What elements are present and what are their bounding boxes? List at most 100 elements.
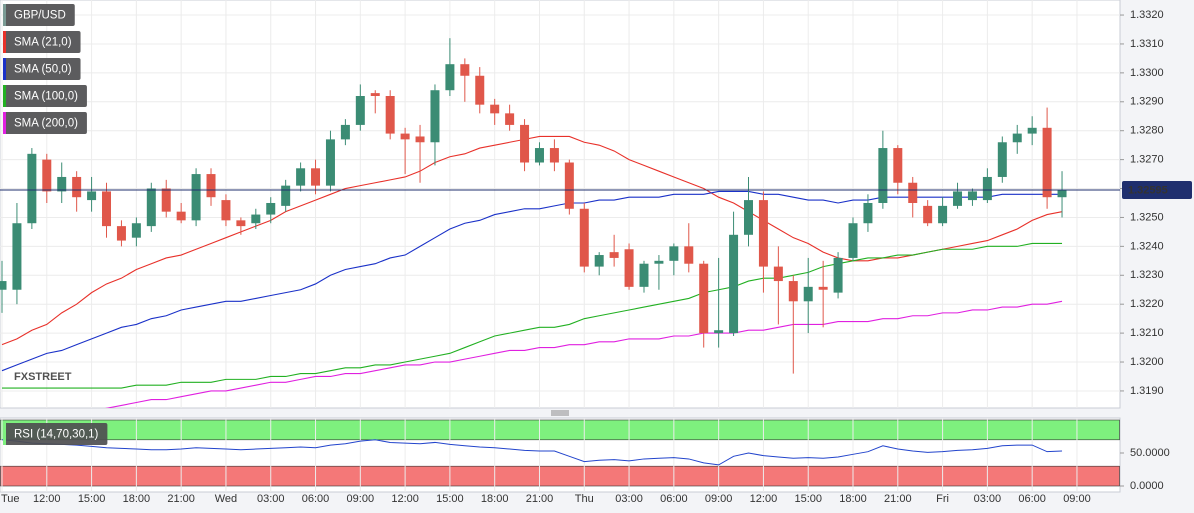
y-tick-label: 1.3240 — [1130, 240, 1164, 252]
x-tick-label: 15:00 — [78, 493, 106, 505]
panel-resize-handle[interactable] — [551, 410, 569, 416]
y-tick-label: 1.3320 — [1130, 9, 1164, 21]
x-tick-label: Thu — [575, 493, 594, 505]
legend-label[interactable]: RSI (14,70,30,1) — [14, 429, 99, 441]
last-price-label: 1.32595 — [1128, 184, 1168, 196]
x-tick-label: 06:00 — [1018, 493, 1046, 505]
candle-body — [1027, 127, 1037, 134]
legend-box[interactable] — [3, 85, 87, 107]
candle-body — [325, 139, 335, 186]
x-tick-label: 06:00 — [302, 493, 330, 505]
legend-item[interactable]: SMA (21,0) — [3, 31, 81, 53]
rsi-line — [1, 439, 1063, 466]
candle-body — [355, 96, 365, 125]
rsi-y-tick-label: 50.0000 — [1130, 447, 1170, 459]
candle-body — [415, 136, 425, 143]
candle-body — [1042, 127, 1052, 198]
legend-label[interactable]: GBP/USD — [14, 10, 66, 22]
legend-item[interactable]: SMA (100,0) — [3, 85, 87, 107]
candle-body — [236, 220, 246, 227]
legend-box[interactable] — [3, 58, 81, 80]
main-plot — [0, 38, 1067, 408]
candle-body — [624, 249, 634, 287]
legend-swatch[interactable] — [3, 31, 6, 53]
candle-body — [953, 191, 963, 206]
main-panel — [0, 0, 1121, 409]
rsi-overbought-zone — [0, 419, 1120, 441]
x-tick-label: 18:00 — [481, 493, 509, 505]
candle-body — [967, 191, 977, 201]
candle-body — [788, 281, 798, 302]
candle-body — [997, 142, 1007, 177]
candle-body — [27, 153, 37, 224]
candle-body — [699, 263, 709, 334]
legend-label[interactable]: SMA (100,0) — [14, 91, 78, 103]
rsi-legend[interactable]: RSI (14,70,30,1) — [3, 423, 108, 445]
candle-body — [669, 246, 679, 261]
legend-item[interactable]: SMA (200,0) — [3, 112, 87, 134]
y-tick-label: 1.3310 — [1130, 38, 1164, 50]
candle-body — [773, 266, 783, 282]
y-tick-label: 1.3270 — [1130, 154, 1164, 166]
candle-body — [57, 176, 67, 192]
watermark: FX — [14, 371, 29, 383]
candle-body — [490, 104, 500, 114]
x-tick-label: 18:00 — [839, 493, 867, 505]
candle-body — [818, 286, 828, 290]
candle-body — [340, 124, 350, 140]
candle-body — [102, 191, 112, 227]
x-tick-label: 21:00 — [167, 493, 195, 505]
x-tick-label: 12:00 — [391, 493, 419, 505]
candle-body — [982, 176, 992, 201]
legend-item[interactable]: SMA (50,0) — [3, 58, 81, 80]
legend-label[interactable]: SMA (50,0) — [14, 64, 72, 76]
y-tick-label: 1.3290 — [1130, 96, 1164, 108]
legend-box[interactable] — [3, 423, 108, 445]
y-tick-label: 1.3210 — [1130, 327, 1164, 339]
x-tick-label: 03:00 — [615, 493, 643, 505]
legend-label[interactable]: SMA (21,0) — [14, 37, 72, 49]
legend-label[interactable]: SMA (200,0) — [14, 118, 78, 130]
watermark: STREET — [28, 371, 72, 383]
y-tick-label: 1.3250 — [1130, 211, 1164, 223]
rsi-y-tick-label: 0.0000 — [1130, 480, 1164, 492]
candle-body — [579, 208, 589, 267]
legend-box[interactable] — [3, 4, 75, 26]
legend-swatch[interactable] — [3, 4, 6, 26]
candle-body — [475, 75, 485, 105]
x-tick-label: 06:00 — [660, 493, 688, 505]
legend-swatch[interactable] — [3, 423, 6, 445]
candle-body — [116, 226, 126, 241]
candle-body — [221, 200, 231, 221]
x-tick-label: 15:00 — [794, 493, 822, 505]
candle-body — [848, 223, 858, 258]
candle-body — [445, 64, 455, 91]
candle-body — [430, 90, 440, 143]
candle-body — [42, 159, 52, 192]
legend-swatch[interactable] — [3, 58, 6, 80]
y-tick-label: 1.3300 — [1130, 67, 1164, 79]
x-tick-label: Fri — [936, 493, 949, 505]
legend-box[interactable] — [3, 31, 81, 53]
candle-body — [12, 223, 22, 290]
x-tick-label: 15:00 — [436, 493, 464, 505]
legend-item[interactable]: GBP/USD — [3, 4, 75, 26]
legend-swatch[interactable] — [3, 85, 6, 107]
candle-body — [266, 202, 276, 215]
x-tick-label: 09:00 — [705, 493, 733, 505]
candle-body — [684, 246, 694, 264]
y-tick-label: 1.3220 — [1130, 298, 1164, 310]
legend-box[interactable] — [3, 112, 87, 134]
candle-body — [131, 223, 141, 238]
candle-body — [385, 96, 395, 134]
candle-body — [161, 188, 171, 212]
x-tick-label: Tue — [1, 493, 20, 505]
candle-body — [296, 168, 306, 186]
legend-swatch[interactable] — [3, 112, 6, 134]
x-tick-label: 09:00 — [347, 493, 375, 505]
x-tick-label: 18:00 — [123, 493, 151, 505]
x-tick-label: 09:00 — [1063, 493, 1091, 505]
candle-body — [729, 234, 739, 334]
candle-body — [534, 148, 544, 163]
